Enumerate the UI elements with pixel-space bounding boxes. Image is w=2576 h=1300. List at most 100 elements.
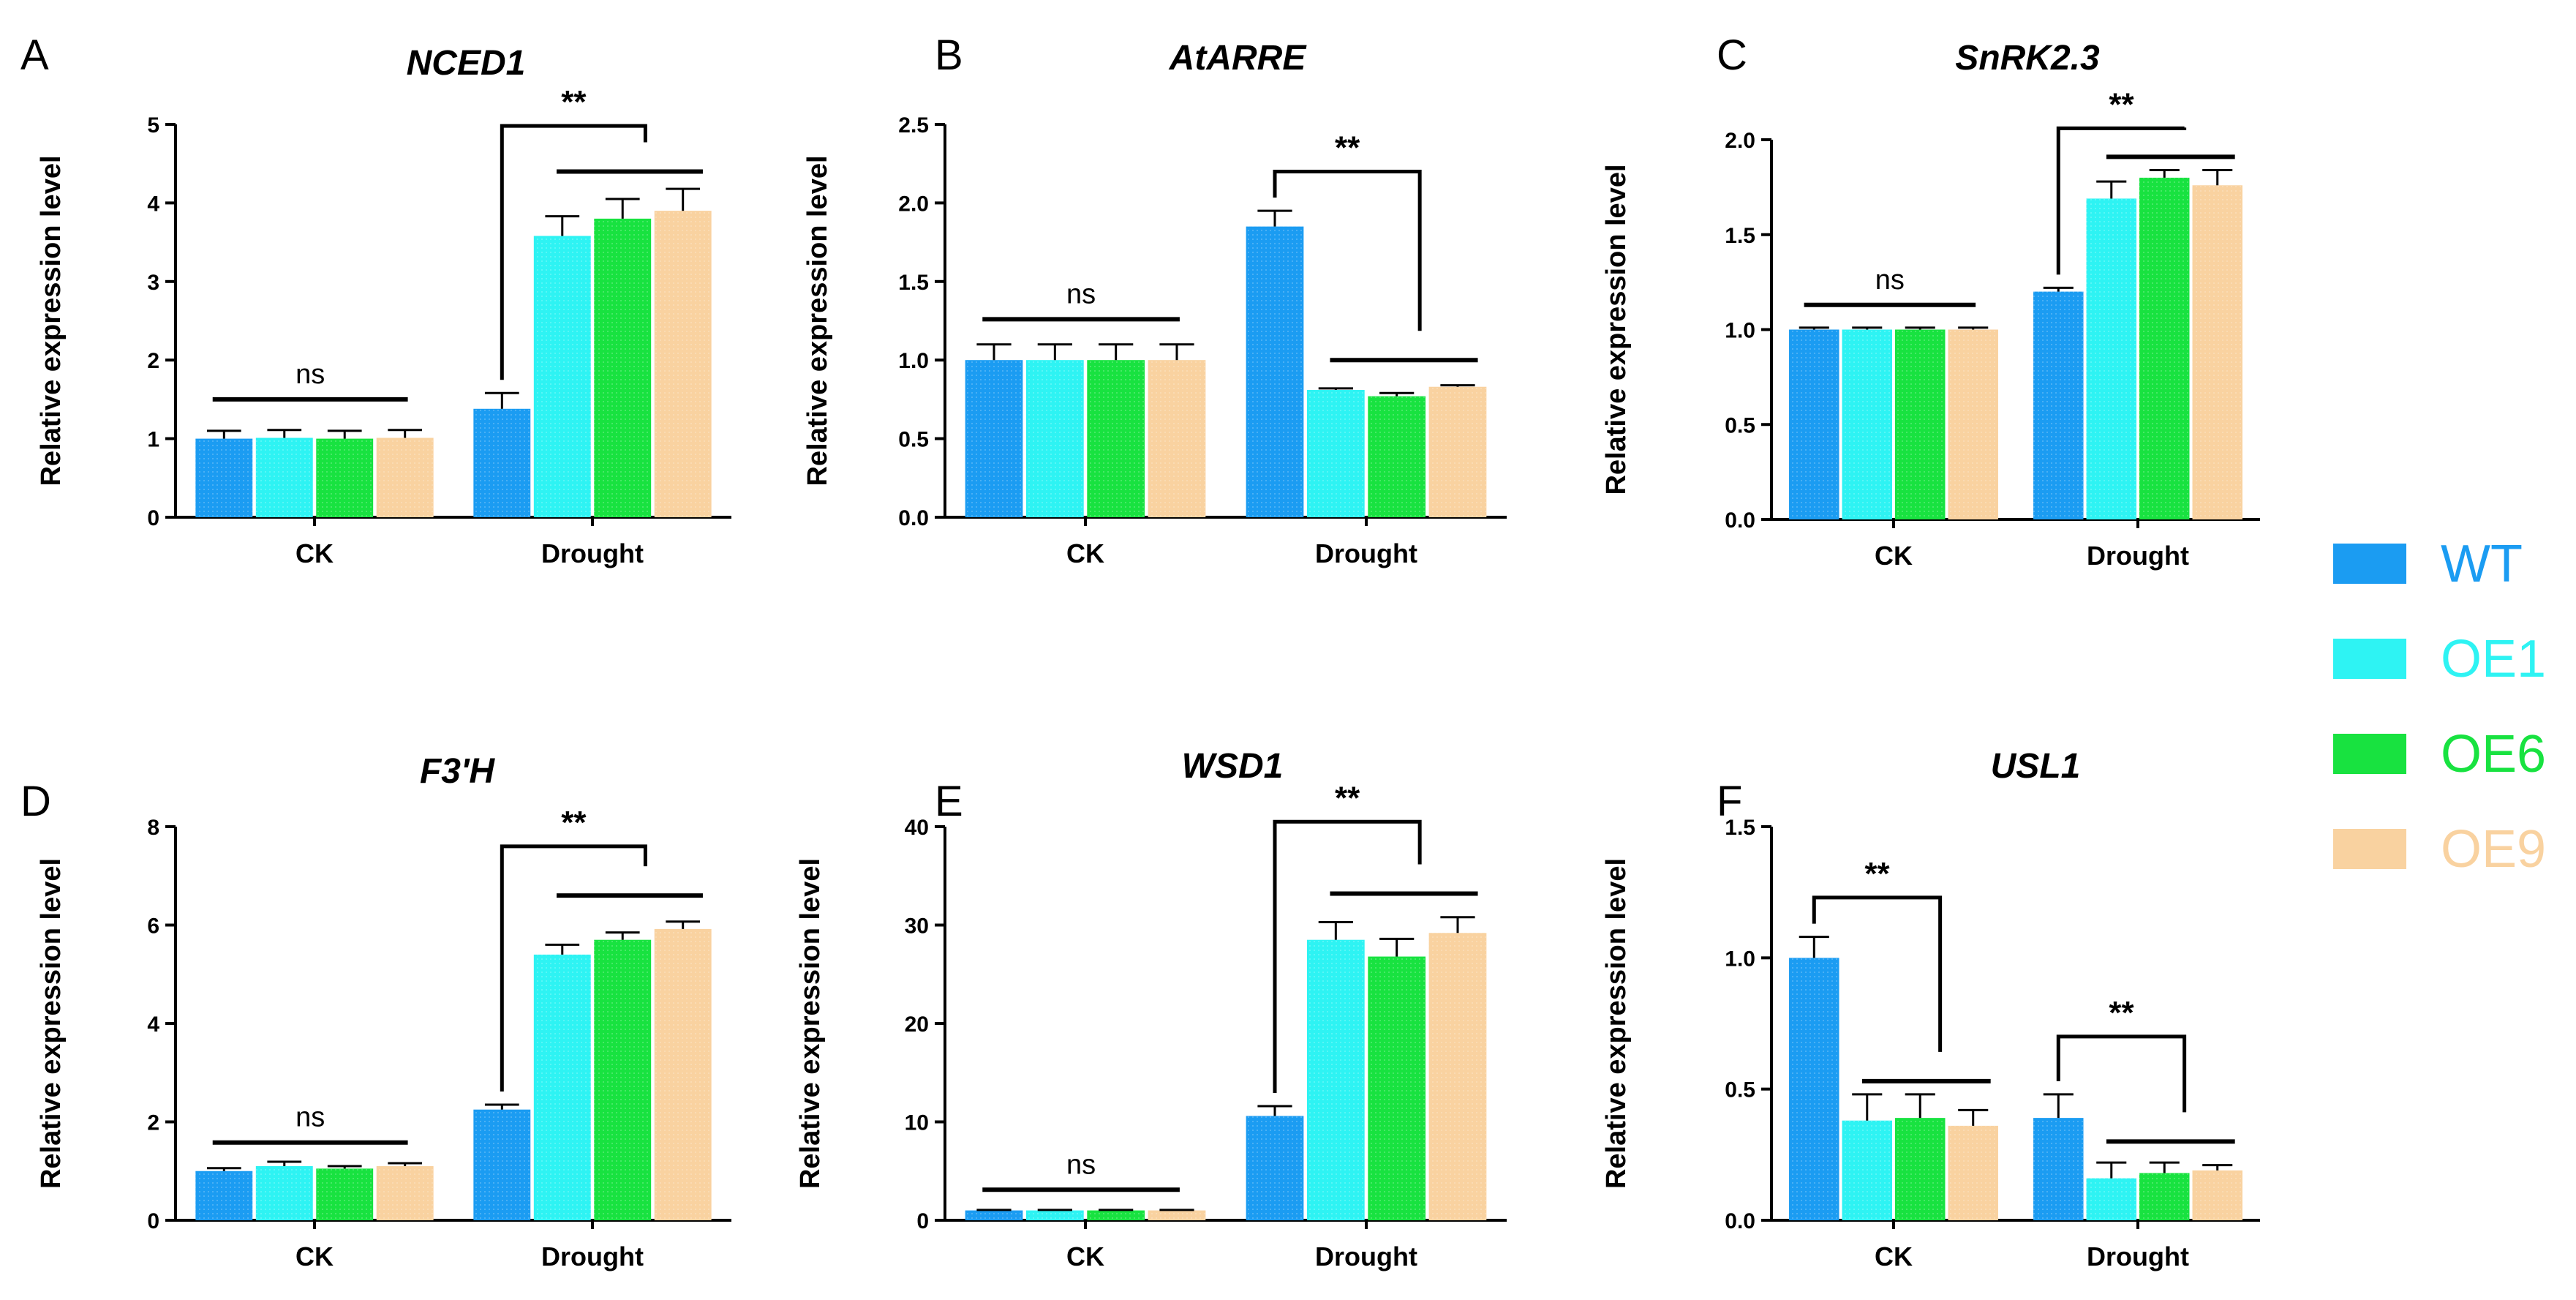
bar-texture	[965, 1210, 1023, 1220]
chart-panel-c: C SnRK2.3 Relative expression level 0.0 0.5 1…	[1601, 31, 2260, 571]
significance-label: ns	[1066, 279, 1096, 309]
y-axis-label: Relative expression level	[1601, 858, 1632, 1189]
chart-panel-d: D F3'H Relative expression level 0 2 4 6 8 CK Dro…	[20, 752, 731, 1271]
significance-label: **	[561, 84, 587, 120]
y-tick-label: 1.0	[1725, 947, 1755, 971]
bar-texture	[376, 437, 434, 517]
y-tick-label: 5	[147, 113, 159, 138]
legend: WT OE1 OE6 OE9	[2333, 535, 2546, 879]
bar-texture	[2033, 1118, 2084, 1220]
x-tick-label: Drought	[541, 1241, 644, 1271]
y-tick-label: 2	[147, 1111, 159, 1135]
y-tick-label: 2.5	[898, 113, 929, 138]
legend-label-oe9: OE9	[2441, 820, 2546, 879]
x-tick-label: CK	[1875, 541, 1913, 571]
bar-texture	[1842, 329, 1892, 519]
legend-swatch-oe6	[2333, 734, 2406, 774]
chart-title: AtARRE	[1169, 39, 1308, 78]
legend-swatch-wt	[2333, 544, 2406, 584]
y-tick-label: 10	[905, 1111, 929, 1135]
bar-texture	[965, 360, 1023, 517]
significance-bracket	[1273, 169, 1422, 331]
bar-texture	[2139, 177, 2190, 519]
y-tick-label: 1.5	[898, 271, 929, 295]
x-tick-label: Drought	[541, 538, 644, 568]
panel-letter: B	[935, 31, 963, 79]
bar-texture	[2086, 1178, 2136, 1220]
legend-swatch-oe9	[2333, 829, 2406, 869]
bar-texture	[1246, 226, 1304, 517]
significance-label: ns	[295, 1102, 325, 1133]
bar-texture	[1895, 329, 1946, 519]
significance-label: ns	[1066, 1149, 1096, 1180]
y-tick-label: 2.0	[1725, 129, 1755, 153]
significance-label: **	[1335, 129, 1360, 165]
bar-texture	[1025, 1210, 1084, 1220]
y-tick-label: 20	[905, 1012, 929, 1037]
y-tick-label: 2.0	[898, 192, 929, 216]
x-tick-label: Drought	[1315, 1241, 1417, 1271]
y-tick-label: 1.5	[1725, 224, 1755, 248]
chart-panel-b: B AtARRE Relative expression level 0.0 0.5 1.…	[802, 31, 1507, 568]
y-tick-label: 2	[147, 349, 159, 373]
panel-letter: D	[20, 778, 51, 825]
y-tick-label: 1.5	[1725, 816, 1755, 840]
y-axis-label: Relative expression level	[36, 155, 67, 486]
y-tick-label: 1.0	[898, 349, 929, 373]
y-axis-label: Relative expression level	[802, 155, 833, 486]
bar-texture	[1895, 1118, 1946, 1220]
x-tick-label: Drought	[2087, 1241, 2189, 1271]
bar-texture	[594, 218, 652, 517]
significance-label: **	[1864, 856, 1890, 892]
x-tick-label: CK	[1875, 1241, 1913, 1271]
bar-texture	[473, 1109, 531, 1220]
significance-bracket	[2056, 126, 2187, 275]
bar-texture	[316, 1168, 374, 1220]
bar-texture	[195, 1171, 253, 1220]
y-tick-label: 0.5	[1725, 1078, 1755, 1102]
y-tick-label: 0.0	[898, 506, 929, 530]
bar-texture	[1148, 360, 1206, 517]
bar-texture	[1306, 390, 1365, 517]
bar-texture	[1368, 956, 1426, 1220]
x-tick-label: Drought	[2087, 541, 2189, 571]
y-tick-label: 6	[147, 914, 159, 939]
y-tick-label: 3	[147, 271, 159, 295]
chart-panel-e: E WSD1 Relative expression level 0 10 20 30 40 C…	[795, 747, 1507, 1271]
significance-bracket	[500, 124, 647, 380]
bar-texture	[533, 236, 591, 517]
legend-label-oe6: OE6	[2441, 725, 2546, 784]
y-tick-label: 0.0	[1725, 1209, 1755, 1233]
bar-texture	[316, 438, 374, 517]
bar-texture	[1428, 933, 1487, 1220]
chart-title: USL1	[1991, 747, 2081, 786]
significance-label: **	[561, 805, 587, 841]
significance-label: ns	[1875, 265, 1905, 296]
y-axis-label: Relative expression level	[36, 858, 67, 1189]
x-tick-label: CK	[295, 538, 334, 568]
significance-label: **	[1335, 780, 1360, 816]
bar-texture	[2192, 1170, 2242, 1220]
significance-label: **	[2109, 995, 2134, 1031]
significance-label: ns	[295, 359, 325, 390]
bar-texture	[1789, 329, 1839, 519]
y-tick-label: 0	[147, 506, 159, 530]
legend-label-oe1: OE1	[2441, 630, 2546, 688]
chart-panel-a: A NCED1 Relative expression level 0 1 2 3 4 5 CK D…	[20, 31, 731, 568]
bar-texture	[1368, 396, 1426, 517]
bar-texture	[594, 939, 652, 1220]
bar-texture	[376, 1166, 434, 1220]
x-tick-label: Drought	[1315, 538, 1417, 568]
y-tick-label: 0.5	[1725, 413, 1755, 437]
bar-texture	[2192, 185, 2242, 519]
bar-texture	[1789, 958, 1839, 1220]
bar-texture	[1246, 1116, 1304, 1220]
bar-texture	[533, 954, 591, 1220]
bar-texture	[2139, 1173, 2190, 1220]
panel-letter: A	[20, 31, 49, 79]
y-axis-label: Relative expression level	[1601, 164, 1632, 495]
bar-texture	[1025, 360, 1084, 517]
significance-bracket	[500, 844, 647, 1092]
y-tick-label: 30	[905, 914, 929, 939]
